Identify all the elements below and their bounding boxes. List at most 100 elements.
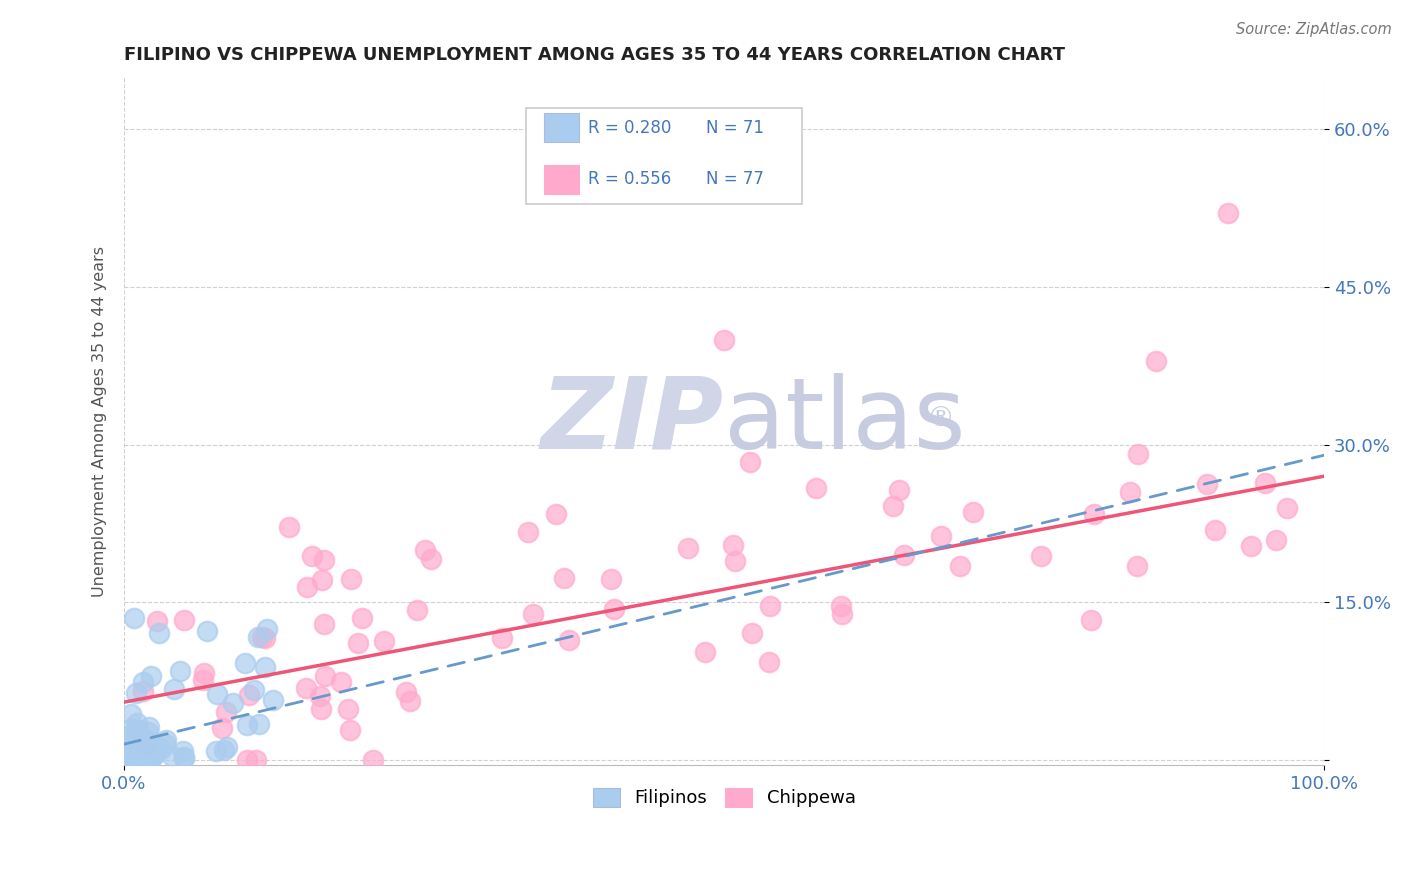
Point bbox=[247, 716, 270, 731]
Point bbox=[893, 548, 915, 562]
Point bbox=[148, 626, 170, 640]
Point bbox=[169, 664, 191, 678]
Point bbox=[117, 745, 139, 759]
Point bbox=[830, 599, 852, 614]
Text: FILIPINO VS CHIPPEWA UNEMPLOYMENT AMONG AGES 35 TO 44 YEARS CORRELATION CHART: FILIPINO VS CHIPPEWA UNEMPLOYMENT AMONG … bbox=[124, 46, 1064, 64]
Point bbox=[516, 525, 538, 540]
FancyBboxPatch shape bbox=[544, 113, 579, 143]
Point bbox=[135, 732, 157, 747]
Point bbox=[173, 750, 195, 764]
Point bbox=[1144, 353, 1167, 368]
Point bbox=[142, 747, 165, 762]
Point bbox=[413, 543, 436, 558]
Point bbox=[1083, 507, 1105, 521]
Point bbox=[347, 636, 370, 650]
Text: R = 0.556: R = 0.556 bbox=[589, 170, 672, 188]
Point bbox=[138, 720, 160, 734]
Point bbox=[217, 739, 239, 754]
Point bbox=[136, 725, 159, 739]
Point bbox=[117, 744, 139, 758]
Point bbox=[253, 631, 276, 645]
Point bbox=[949, 559, 972, 574]
Point bbox=[117, 748, 139, 763]
Text: R = 0.280: R = 0.280 bbox=[589, 119, 672, 136]
Point bbox=[215, 705, 238, 719]
Point bbox=[138, 751, 160, 765]
Point bbox=[114, 749, 136, 764]
Point bbox=[114, 749, 136, 764]
Point bbox=[1126, 447, 1149, 461]
Point bbox=[738, 455, 761, 469]
Point bbox=[373, 633, 395, 648]
Text: N = 77: N = 77 bbox=[706, 170, 763, 188]
Point bbox=[160, 749, 183, 764]
Point bbox=[153, 737, 176, 751]
Point bbox=[135, 740, 157, 755]
Point bbox=[122, 611, 145, 625]
Point bbox=[419, 552, 441, 566]
Point bbox=[314, 669, 336, 683]
Point bbox=[544, 507, 567, 521]
Point bbox=[205, 744, 228, 758]
Point bbox=[309, 690, 332, 704]
Point bbox=[238, 688, 260, 702]
Point bbox=[339, 723, 361, 737]
Point bbox=[553, 571, 575, 585]
Point bbox=[1080, 613, 1102, 627]
Point bbox=[141, 737, 163, 751]
Point bbox=[155, 733, 177, 747]
Point bbox=[127, 716, 149, 731]
Text: atlas: atlas bbox=[724, 373, 966, 469]
Point bbox=[256, 622, 278, 636]
Point bbox=[233, 656, 256, 670]
FancyBboxPatch shape bbox=[526, 108, 801, 204]
Point bbox=[558, 633, 581, 648]
Point bbox=[522, 607, 544, 621]
Point bbox=[962, 505, 984, 519]
Point bbox=[758, 599, 780, 614]
Point bbox=[1119, 485, 1142, 500]
Point bbox=[311, 702, 333, 716]
Text: Source: ZipAtlas.com: Source: ZipAtlas.com bbox=[1236, 22, 1392, 37]
Point bbox=[193, 665, 215, 680]
Point bbox=[931, 529, 953, 543]
Point bbox=[882, 499, 904, 513]
Point bbox=[1240, 539, 1263, 553]
Point bbox=[301, 549, 323, 564]
Point bbox=[336, 702, 359, 716]
Point bbox=[207, 687, 229, 701]
Point bbox=[141, 669, 163, 683]
Y-axis label: Unemployment Among Ages 35 to 44 years: Unemployment Among Ages 35 to 44 years bbox=[93, 245, 107, 597]
Point bbox=[758, 655, 780, 669]
Point bbox=[399, 694, 422, 708]
Point bbox=[131, 739, 153, 753]
Point bbox=[132, 734, 155, 748]
Point bbox=[120, 723, 142, 737]
Point bbox=[405, 603, 427, 617]
Point bbox=[136, 751, 159, 765]
Point bbox=[1125, 559, 1147, 574]
Point bbox=[1216, 206, 1239, 220]
Point bbox=[134, 747, 156, 762]
Text: ®: ® bbox=[925, 405, 953, 433]
Point bbox=[278, 520, 301, 534]
Point bbox=[312, 616, 335, 631]
Point bbox=[129, 743, 152, 757]
Point bbox=[142, 748, 165, 763]
Point bbox=[120, 707, 142, 722]
Point bbox=[253, 659, 276, 673]
Legend: Filipinos, Chippewa: Filipinos, Chippewa bbox=[585, 780, 863, 814]
Point bbox=[222, 696, 245, 710]
Point bbox=[128, 750, 150, 764]
Point bbox=[120, 745, 142, 759]
Text: ZIP: ZIP bbox=[541, 373, 724, 469]
FancyBboxPatch shape bbox=[544, 165, 579, 194]
Point bbox=[172, 744, 194, 758]
Point bbox=[125, 722, 148, 736]
Point bbox=[132, 684, 155, 698]
Point bbox=[252, 631, 274, 645]
Point bbox=[361, 753, 384, 767]
Point bbox=[136, 747, 159, 761]
Point bbox=[173, 750, 195, 764]
Text: N = 71: N = 71 bbox=[706, 119, 763, 136]
